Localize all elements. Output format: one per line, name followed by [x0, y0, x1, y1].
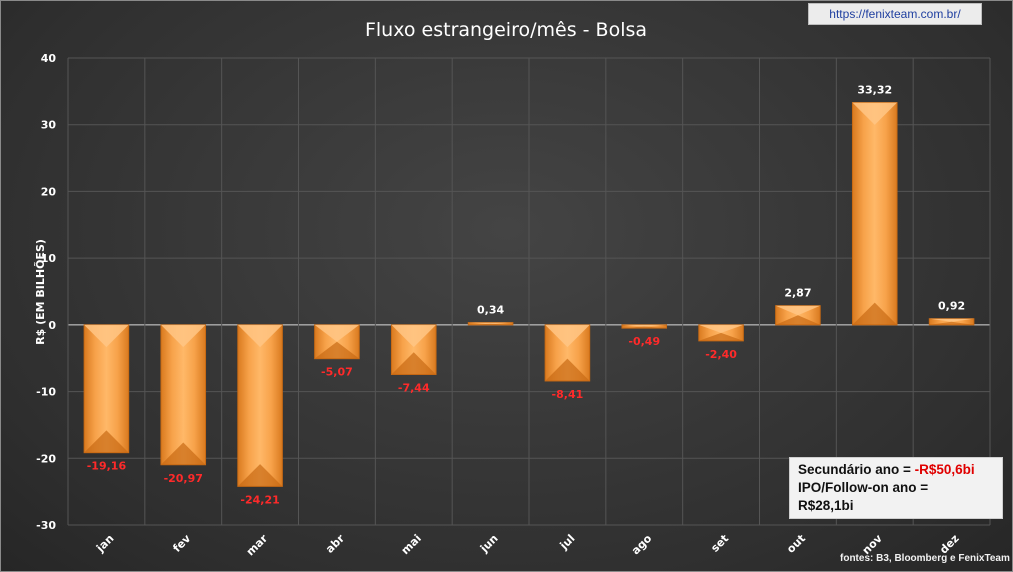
bar-bevel-bottom [698, 332, 744, 341]
data-label-out: 2,87 [784, 287, 811, 300]
bar-body [851, 102, 898, 326]
bar-nov [851, 102, 898, 326]
y-tick-label: 20 [41, 185, 57, 198]
bar-bevel-top [621, 324, 667, 327]
bar-bevel-top [237, 324, 283, 348]
bar-bevel-top [314, 324, 360, 342]
y-axis-label: R$ (EM BILHÕES) [34, 239, 47, 345]
bar-bevel-bottom [314, 341, 360, 359]
bar-bevel-top [929, 318, 974, 322]
x-tick-label-mar: mar [244, 532, 271, 559]
bar-bevel-bottom [468, 323, 513, 325]
y-tick-label: -10 [36, 386, 56, 399]
data-label-jul: -8,41 [552, 388, 584, 401]
bar-out [775, 305, 821, 326]
bar-bevel-bottom [160, 442, 206, 465]
bar-bevel-bottom [84, 430, 129, 453]
ipo-follow-on-value: R$28,1bi [798, 498, 854, 513]
ipo-follow-on-label: IPO/Follow-on ano = [798, 480, 929, 495]
x-tick-label-set: set [708, 532, 731, 555]
x-tick-label-mai: mai [399, 532, 424, 557]
bar-bevel-bottom [237, 464, 283, 487]
bar-bevel-top [84, 324, 129, 348]
bar-bevel-top [775, 305, 821, 316]
y-tick-label: 0 [48, 319, 56, 332]
data-label-mar: -24,21 [240, 493, 279, 506]
secondary-flow-line: Secundário ano = -R$50,6bi [798, 461, 994, 479]
y-tick-label: 10 [41, 252, 57, 265]
x-tick-label-jun: jun [477, 532, 501, 556]
bar-fev [160, 324, 207, 466]
data-labels: -19,16 -20,97 -24,21 -5,07 -7,44 0,34 -8,41 -0,… [87, 84, 965, 507]
x-tick-label-jul: jul [557, 532, 578, 553]
bar-bevel-bottom [852, 302, 898, 325]
bar-dez [928, 318, 975, 326]
y-tick-label: -20 [36, 452, 56, 465]
data-label-dez: 0,92 [938, 300, 965, 313]
y-tick-label: 30 [41, 119, 57, 132]
bar-mai [390, 324, 437, 375]
bar-bevel-top [545, 324, 590, 348]
x-tick-label-abr: abr [323, 532, 347, 556]
y-axis-ticks: 40 30 20 10 0 -10 -20 -30 [36, 52, 56, 532]
chart-title: Fluxo estrangeiro/mês - Bolsa [365, 19, 647, 41]
bars [83, 102, 975, 487]
grid-lines [67, 57, 991, 526]
x-tick-label-jan: jan [93, 532, 116, 555]
x-tick-label-out: out [784, 532, 808, 556]
bar-bevel-bottom [621, 326, 667, 329]
y-tick-label: -30 [36, 519, 56, 532]
data-label-mai: -7,44 [398, 381, 430, 394]
y-tick-label: 40 [41, 52, 57, 65]
x-tick-label-ago: ago [629, 532, 655, 558]
bar-jan [83, 324, 130, 454]
bar-bevel-bottom [391, 352, 437, 375]
bar-bevel-top [852, 102, 898, 125]
bar-bevel-bottom [929, 321, 974, 325]
data-label-set: -2,40 [705, 348, 737, 361]
data-label-fev: -20,97 [164, 472, 203, 485]
bar-body [160, 324, 207, 466]
bar-bevel-top [468, 322, 513, 324]
data-label-nov: 33,32 [857, 84, 892, 97]
x-tick-label-fev: fev [170, 531, 194, 555]
bar-jul [544, 324, 591, 382]
bar-bevel-top [391, 324, 437, 348]
data-label-abr: -5,07 [321, 366, 353, 379]
bar-jun [467, 322, 514, 326]
bar-bevel-top [698, 324, 744, 333]
bar-bevel-bottom [775, 315, 821, 325]
data-label-ago: -0,49 [628, 335, 660, 348]
source-note: fontes: B3, Bloomberg e FenixTeam [840, 553, 1010, 564]
source-url-link[interactable]: https://fenixteam.com.br/ [808, 3, 982, 25]
bar-bevel-bottom [545, 358, 590, 381]
bar-mar [237, 324, 283, 487]
bar-set [698, 324, 744, 342]
x-axis-ticks: jan fev mar abr mai jun jul ago set out nov dez [93, 531, 962, 558]
bar-abr [314, 324, 360, 360]
data-label-jan: -19,16 [87, 460, 127, 473]
annual-summary-box: Secundário ano = -R$50,6bi IPO/Follow-on… [789, 457, 1003, 519]
bar-bevel-top [160, 324, 206, 348]
secondary-flow-label: Secundário ano = [798, 462, 915, 477]
data-label-jun: 0,34 [477, 304, 504, 317]
bar-body [237, 324, 283, 487]
secondary-flow-value: -R$50,6bi [914, 462, 975, 477]
bar-ago [621, 324, 668, 329]
